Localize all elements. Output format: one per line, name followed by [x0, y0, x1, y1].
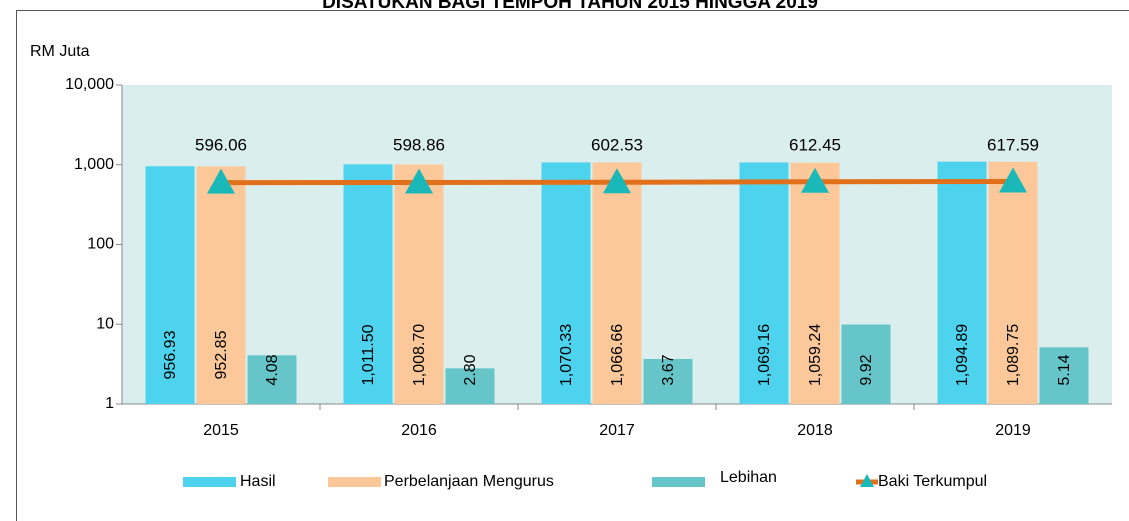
bar	[643, 358, 693, 404]
legend-label: Hasil	[240, 473, 276, 490]
x-tick-label: 2018	[797, 422, 833, 439]
bar-value-label: 9.92	[858, 354, 875, 385]
bar-value-label: 952.85	[213, 330, 230, 379]
bar	[790, 162, 840, 404]
bar	[394, 164, 444, 404]
bar-value-label: 1,069.16	[756, 324, 773, 386]
y-tick-label: 1	[105, 395, 114, 412]
x-tick-label: 2016	[401, 422, 437, 439]
legend-swatch	[652, 477, 705, 487]
legend-label: Baki Terkumpul	[878, 473, 987, 490]
x-tick-label: 2017	[599, 422, 635, 439]
bar-value-label: 1,094.89	[954, 324, 971, 386]
line-value-label: 596.06	[195, 135, 247, 154]
bar	[445, 368, 495, 404]
x-tick-label: 2015	[203, 422, 239, 439]
bar	[988, 161, 1038, 404]
y-tick-label: 100	[87, 236, 114, 253]
bar-value-label: 3.67	[660, 354, 677, 385]
bar-value-label: 1,070.33	[558, 324, 575, 386]
y-axis-label: RM Juta	[30, 43, 90, 60]
x-tick-label: 2019	[995, 422, 1031, 439]
line-value-label: 598.86	[393, 135, 445, 154]
bar-value-label: 1,059.24	[807, 324, 824, 386]
y-tick-label: 10	[96, 315, 114, 332]
bar	[541, 162, 591, 404]
line-value-label: 612.45	[789, 135, 841, 154]
bar	[247, 355, 297, 404]
bar-value-label: 4.08	[264, 354, 281, 385]
bar	[592, 162, 642, 404]
legend-label: Lebihan	[720, 469, 777, 486]
bar	[145, 166, 195, 404]
bar	[841, 324, 891, 404]
legend-marker	[860, 474, 874, 487]
legend-swatch	[183, 477, 236, 487]
bar	[343, 164, 393, 404]
line-marker	[999, 167, 1027, 193]
legend-label: Perbelanjaan Mengurus	[384, 473, 554, 490]
bar-value-label: 1,011.50	[360, 324, 377, 385]
bar-value-label: 1,066.66	[609, 324, 626, 386]
bar	[196, 166, 246, 404]
y-tick-label: 10,000	[65, 76, 114, 93]
y-tick-label: 1,000	[74, 156, 114, 173]
line-marker	[603, 168, 631, 194]
bar-value-label: 5.14	[1056, 354, 1073, 385]
bar	[937, 161, 987, 404]
bar	[1039, 347, 1089, 404]
line-marker	[801, 167, 829, 193]
bar-value-label: 2.80	[462, 354, 479, 385]
line-marker	[207, 168, 235, 194]
legend-swatch	[328, 477, 381, 487]
bar	[739, 162, 789, 404]
chart-title: DISATUKAN BAGI TEMPOH TAHUN 2015 HINGGA …	[322, 0, 818, 13]
line-marker	[405, 168, 433, 194]
bar-value-label: 956.93	[162, 330, 179, 379]
line-value-label: 602.53	[591, 135, 643, 154]
bar-value-label: 1,008.70	[411, 324, 428, 386]
line-value-label: 617.59	[987, 135, 1039, 154]
bar-value-label: 1,089.75	[1005, 324, 1022, 386]
